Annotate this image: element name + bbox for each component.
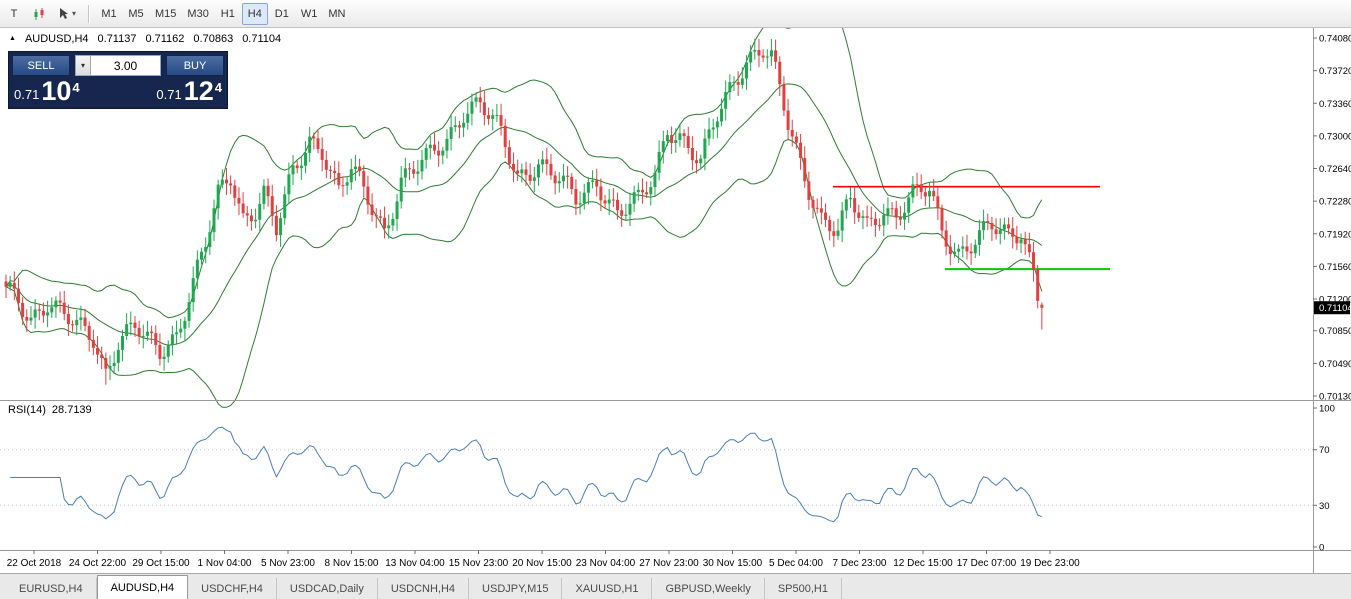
- svg-text:20 Nov 15:00: 20 Nov 15:00: [512, 558, 572, 569]
- svg-text:5 Dec 04:00: 5 Dec 04:00: [769, 558, 823, 569]
- chart-background: [0, 28, 1351, 573]
- rsi-name: RSI(14): [8, 404, 46, 416]
- svg-text:5 Nov 23:00: 5 Nov 23:00: [261, 558, 315, 569]
- svg-text:30: 30: [1319, 501, 1330, 512]
- price-axis[interactable]: 0.74080 0.73720 0.73360 0.73000 0.72640 0.722…: [1313, 34, 1351, 403]
- candlestick-glyph: [34, 7, 44, 20]
- svg-text:0.71104: 0.71104: [1319, 303, 1351, 314]
- svg-text:0.70490: 0.70490: [1319, 359, 1351, 370]
- svg-text:12 Dec 15:00: 12 Dec 15:00: [893, 558, 953, 569]
- cursor-glyph: [60, 8, 68, 19]
- svg-text:22 Oct 2018: 22 Oct 2018: [7, 558, 62, 569]
- chart-tab-usdcad-daily[interactable]: USDCAD,Daily: [277, 578, 378, 599]
- rsi-indicator-label: RSI(14) 28.7139: [8, 404, 92, 416]
- lot-dropdown-icon[interactable]: ▾: [76, 56, 91, 75]
- chart-tab-usdchf-h4[interactable]: USDCHF,H4: [188, 578, 277, 599]
- chart-tab-audusd-h4[interactable]: AUDUSD,H4: [96, 575, 189, 599]
- bollinger-bands: [5, 28, 1043, 408]
- price-chart[interactable]: 0.74080 0.73720 0.73360 0.73000 0.72640 0.722…: [0, 28, 1351, 573]
- svg-text:30 Nov 15:00: 30 Nov 15:00: [703, 558, 763, 569]
- one-click-trading-panel: SELL ▾ 3.00 BUY 0.71 10 4 0.71 12 4: [8, 51, 228, 109]
- dropdown-arrow-icon: ▾: [72, 9, 77, 18]
- rsi-value: 28.7139: [51, 404, 92, 416]
- timeframe-button-mn[interactable]: MN: [328, 7, 346, 20]
- lot-size-value[interactable]: 3.00: [113, 58, 138, 73]
- cursor-tool-icon[interactable]: ▾: [53, 3, 81, 25]
- window-menu-icon[interactable]: T: [10, 7, 18, 20]
- lot-size-control[interactable]: ▾ 3.00: [75, 55, 161, 76]
- svg-text:15 Nov 23:00: 15 Nov 23:00: [449, 558, 509, 569]
- svg-text:0.70850: 0.70850: [1319, 326, 1351, 337]
- timeframe-button-m1[interactable]: M1: [101, 7, 117, 20]
- rsi-pane: 100 70 30 0: [0, 404, 1335, 554]
- svg-text:0.73720: 0.73720: [1319, 66, 1351, 77]
- trade-buttons-row: SELL ▾ 3.00 BUY: [12, 55, 224, 76]
- svg-text:100: 100: [1319, 404, 1335, 415]
- buy-button[interactable]: BUY: [166, 55, 224, 76]
- svg-text:0.73000: 0.73000: [1319, 131, 1351, 142]
- ohlc-close: 0.71104: [242, 33, 282, 45]
- svg-text:23 Nov 04:00: 23 Nov 04:00: [576, 558, 636, 569]
- bid-price[interactable]: 0.71 10 4: [14, 76, 80, 106]
- chart-tab-usdcnh-h4[interactable]: USDCNH,H4: [378, 578, 470, 599]
- symbol-period: AUDUSD,H4: [24, 33, 89, 45]
- ohlc-readout: ▲ AUDUSD,H4 0.71137 0.71162 0.70863 0.71…: [9, 33, 281, 45]
- svg-text:0.71560: 0.71560: [1319, 262, 1351, 273]
- svg-text:1 Nov 04:00: 1 Nov 04:00: [198, 558, 252, 569]
- chart-tab-xauusd-h1[interactable]: XAUUSD,H1: [562, 578, 653, 599]
- svg-text:17 Dec 07:00: 17 Dec 07:00: [957, 558, 1017, 569]
- candles-layer: [4, 38, 1044, 385]
- ohlc-high: 0.71162: [145, 33, 185, 45]
- svg-text:0.74080: 0.74080: [1319, 34, 1351, 45]
- current-price-badge: 0.71104: [1314, 301, 1351, 315]
- timeframe-button-m5[interactable]: M5: [128, 7, 144, 20]
- chart-area[interactable]: 0.74080 0.73720 0.73360 0.73000 0.72640 0.722…: [0, 28, 1351, 573]
- timeframe-buttons: M1 M5 M15 M30 H1 H4 D1 W1 MN: [96, 2, 350, 25]
- ask-price[interactable]: 0.71 12 4: [156, 76, 222, 106]
- svg-text:8 Nov 15:00: 8 Nov 15:00: [325, 558, 379, 569]
- svg-text:0.72640: 0.72640: [1319, 164, 1351, 175]
- chart-type-icon[interactable]: [27, 3, 51, 25]
- svg-text:24 Oct 22:00: 24 Oct 22:00: [69, 558, 127, 569]
- svg-text:7 Dec 23:00: 7 Dec 23:00: [833, 558, 887, 569]
- timeframe-button-m15[interactable]: M15: [155, 7, 177, 20]
- symbol-marker-icon: ▲: [9, 34, 16, 42]
- svg-text:0.73360: 0.73360: [1319, 99, 1351, 110]
- bid-ask-row: 0.71 10 4 0.71 12 4: [12, 78, 224, 105]
- svg-text:13 Nov 04:00: 13 Nov 04:00: [385, 558, 445, 569]
- svg-text:0.71200: 0.71200: [1319, 295, 1351, 306]
- timeframe-button-w1[interactable]: W1: [300, 7, 318, 20]
- ohlc-low: 0.70863: [193, 33, 234, 45]
- sell-button[interactable]: SELL: [12, 55, 70, 76]
- chart-tab-sp500-h1[interactable]: SP500,H1: [765, 578, 842, 599]
- svg-text:70: 70: [1319, 445, 1330, 456]
- svg-text:27 Nov 23:00: 27 Nov 23:00: [639, 558, 699, 569]
- timeframe-button-m30[interactable]: M30: [187, 7, 209, 20]
- chart-tabs: EURUSD,H4 AUDUSD,H4 USDCHF,H4 USDCAD,Daily U…: [0, 573, 1351, 599]
- svg-text:29 Oct 15:00: 29 Oct 15:00: [132, 558, 190, 569]
- svg-text:19 Dec 23:00: 19 Dec 23:00: [1020, 558, 1080, 569]
- svg-text:0.71920: 0.71920: [1319, 229, 1351, 240]
- svg-text:0.72280: 0.72280: [1319, 197, 1351, 208]
- pane-borders: [0, 28, 1351, 573]
- time-axis[interactable]: 22 Oct 2018 24 Oct 22:00 29 Oct 15:00 1 Nov…: [7, 550, 1080, 569]
- svg-text:0: 0: [1319, 543, 1324, 554]
- rsi-line: [10, 426, 1043, 523]
- timeframe-button-h1[interactable]: H1: [220, 7, 235, 20]
- chart-tab-eurusd-h4[interactable]: EURUSD,H4: [6, 578, 97, 599]
- timeframe-button-h4[interactable]: H4: [241, 2, 268, 25]
- svg-text:0.70130: 0.70130: [1319, 392, 1351, 403]
- toolbar-separator: [88, 4, 90, 23]
- timeframe-button-d1[interactable]: D1: [274, 7, 289, 20]
- chart-tab-gbpusd-weekly[interactable]: GBPUSD,Weekly: [652, 578, 765, 599]
- chart-tab-usdjpy-m15[interactable]: USDJPY,M15: [469, 578, 563, 599]
- ohlc-open: 0.71137: [97, 33, 137, 45]
- top-toolbar: T ▾ M1 M5 M15 M30 H1 H4 D1 W1 MN: [0, 0, 1351, 28]
